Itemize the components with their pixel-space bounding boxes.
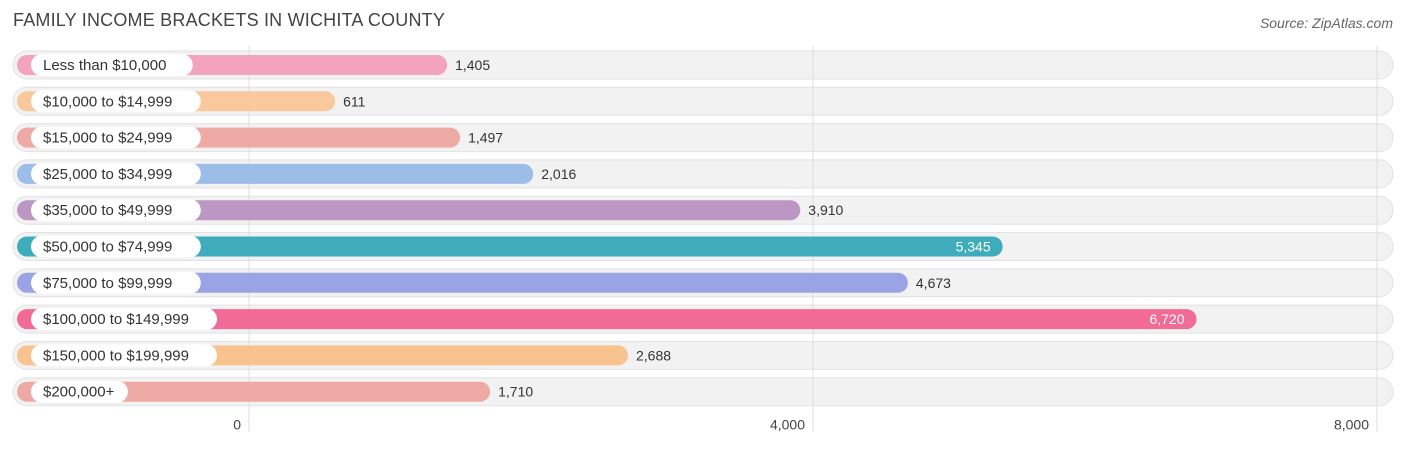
chart-title: FAMILY INCOME BRACKETS IN WICHITA COUNTY [13, 10, 446, 30]
bar [17, 200, 801, 221]
value-label: 2,016 [541, 166, 576, 182]
bar [17, 381, 491, 402]
category-pill [31, 90, 201, 113]
value-label: 1,405 [455, 57, 490, 73]
category-label: $35,000 to $49,999 [43, 202, 172, 219]
category-label: $50,000 to $74,999 [43, 239, 172, 256]
chart-source: Source: ZipAtlas.com [1259, 15, 1393, 31]
bar [17, 309, 1197, 330]
category-label: $150,000 to $199,999 [43, 347, 189, 364]
category-pill [31, 380, 128, 403]
value-label: 4,673 [916, 275, 951, 291]
value-label: 5,345 [956, 239, 991, 255]
bar [17, 236, 1003, 257]
value-label: 6,720 [1149, 311, 1184, 327]
category-label: $100,000 to $149,999 [43, 311, 189, 328]
category-label: $75,000 to $99,999 [43, 275, 172, 292]
category-pill [31, 162, 201, 185]
category-pill [31, 344, 217, 367]
category-label: $200,000+ [43, 384, 115, 401]
value-label: 2,688 [636, 347, 671, 363]
category-pill [31, 199, 201, 222]
category-label: $10,000 to $14,999 [43, 93, 172, 110]
x-tick-label: 0 [233, 417, 241, 433]
category-pill [31, 235, 201, 258]
category-pill [31, 126, 201, 149]
category-label: $15,000 to $24,999 [43, 130, 172, 147]
row-track [12, 86, 1394, 116]
bar [17, 272, 908, 293]
value-label: 611 [343, 93, 366, 109]
category-label: $25,000 to $34,999 [43, 166, 172, 183]
category-pill [31, 54, 193, 76]
value-label: 3,910 [808, 202, 843, 218]
category-pill [31, 308, 217, 331]
value-label: 1,497 [468, 130, 503, 146]
value-label: 1,710 [498, 384, 533, 400]
category-label: Less than $10,000 [43, 57, 166, 74]
category-pill [31, 271, 201, 294]
x-tick-label: 4,000 [770, 417, 805, 433]
x-tick-label: 8,000 [1334, 417, 1369, 433]
